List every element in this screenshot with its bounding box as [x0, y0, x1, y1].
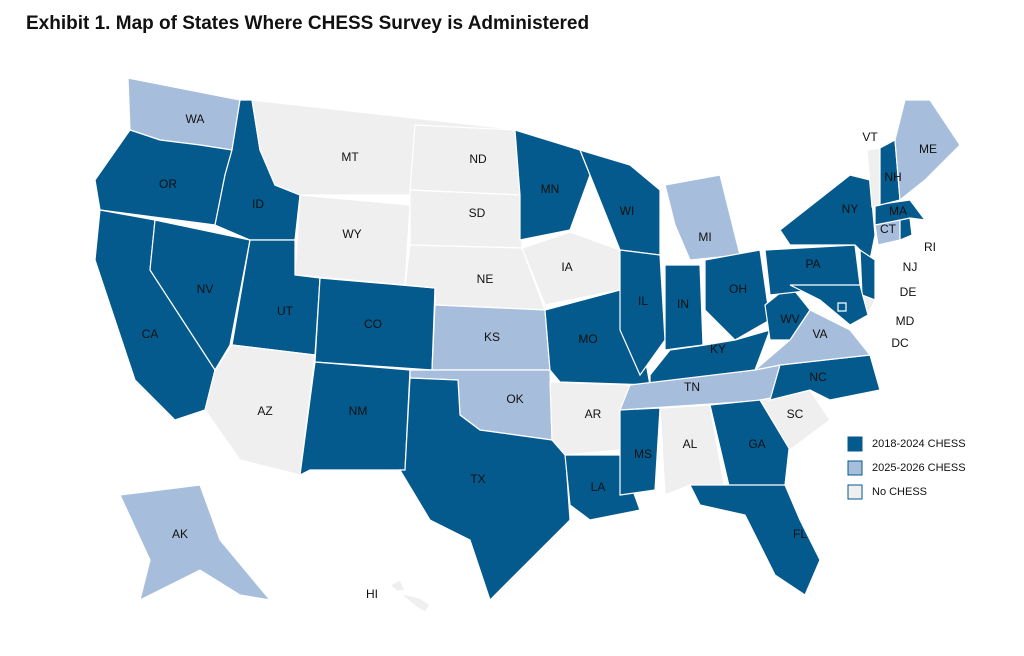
state-label: CA — [142, 327, 159, 341]
state — [894, 99, 961, 202]
state-label: AZ — [257, 404, 272, 418]
state-label: NM — [349, 404, 368, 418]
state — [299, 361, 411, 477]
state-label: ME — [919, 142, 937, 156]
state-label: WY — [342, 227, 361, 241]
state — [549, 381, 631, 456]
state-label: OH — [729, 282, 747, 296]
state-label: CO — [364, 317, 382, 331]
state — [837, 302, 847, 312]
legend-swatch — [847, 460, 863, 476]
state — [619, 407, 661, 496]
state-label: OK — [506, 392, 523, 406]
state-label: SC — [787, 407, 804, 421]
state-label: NH — [884, 170, 901, 184]
state-label: TN — [684, 380, 700, 394]
state-label: MA — [889, 204, 907, 218]
state-label: KS — [484, 330, 500, 344]
state-label: GA — [748, 437, 765, 451]
state-label: IL — [638, 294, 648, 308]
state-label: IA — [561, 260, 572, 274]
state — [388, 579, 431, 613]
state-label: ND — [469, 152, 487, 166]
legend-swatch — [847, 484, 863, 500]
state — [619, 249, 666, 377]
state-label: MT — [341, 150, 359, 164]
state — [398, 377, 571, 602]
legend-swatch — [847, 436, 863, 452]
state-label: VA — [812, 327, 827, 341]
state — [709, 399, 791, 491]
state-label: MS — [634, 447, 652, 461]
state-label: DE — [900, 285, 917, 299]
state-label: KY — [710, 342, 726, 356]
state — [409, 124, 521, 196]
state-label: WA — [186, 112, 205, 126]
state-label: VT — [862, 130, 878, 144]
state — [689, 484, 821, 596]
state-label: NV — [197, 282, 214, 296]
state — [578, 149, 661, 256]
states: WA OR CA NV ID MT WY UT AZ CO NM ND SD NE KS OK TX MN IA MO… — [94, 77, 961, 613]
state-label: RI — [924, 240, 936, 254]
title: Exhibit 1. Map of States Where CHESS Sur… — [26, 13, 589, 34]
state-label: NJ — [903, 260, 918, 274]
state — [119, 484, 272, 602]
state-label: AK — [172, 527, 188, 541]
state-label: MD — [896, 314, 915, 328]
legend-label: 2018-2024 CHESS — [872, 438, 966, 450]
state-label: IN — [677, 297, 689, 311]
state-label: NY — [842, 202, 859, 216]
state-label: UT — [277, 304, 294, 318]
state — [779, 174, 876, 262]
state-label: TX — [470, 472, 485, 486]
state — [789, 284, 869, 326]
state — [704, 249, 771, 341]
state-label: ID — [252, 197, 264, 211]
state-label: NE — [477, 272, 494, 286]
state-label: SD — [469, 206, 486, 220]
state — [664, 174, 741, 261]
state-label: CT — [880, 222, 897, 236]
state-label: MI — [698, 230, 711, 244]
state-label: DC — [891, 336, 909, 350]
state-label: OR — [159, 177, 177, 191]
state — [409, 189, 523, 249]
state — [899, 217, 913, 241]
state-label: MN — [541, 182, 560, 196]
state-label: NC — [809, 370, 827, 384]
state — [149, 219, 251, 372]
legend-label: No CHESS — [872, 486, 927, 498]
state-label: MO — [578, 332, 597, 346]
legend-label: 2025-2026 CHESS — [872, 462, 966, 474]
state-label: AR — [585, 407, 602, 421]
state-label: PA — [805, 257, 820, 271]
state-label: WI — [620, 204, 635, 218]
state-label: LA — [591, 480, 606, 494]
state — [874, 199, 927, 226]
state-label: HI — [366, 587, 378, 601]
legend: 2018-2024 CHESS 2025-2026 CHESS No CHESS — [847, 436, 966, 500]
state-label: AL — [683, 437, 698, 451]
state-label: FL — [793, 527, 807, 541]
state-label: WV — [780, 312, 799, 326]
